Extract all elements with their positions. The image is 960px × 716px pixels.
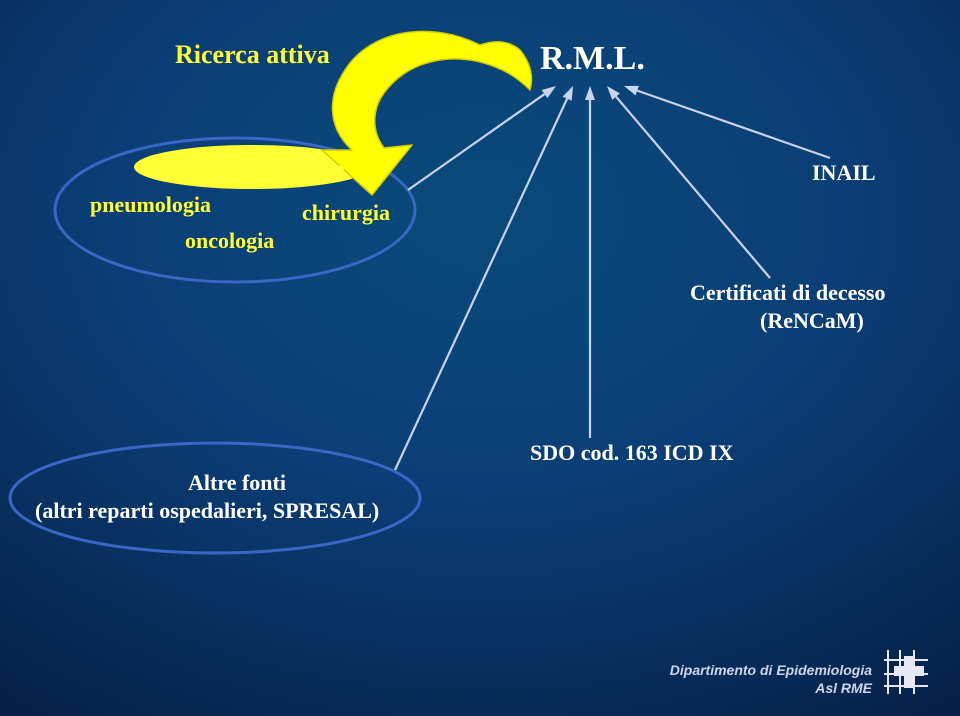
label-altre1: Altre fonti: [188, 470, 286, 496]
arrow-line-from-inail: [637, 91, 830, 158]
label-chirurgia: chirurgia: [302, 200, 390, 226]
label-inail: INAIL: [812, 160, 876, 186]
label-sdo: SDO cod. 163 ICD IX: [530, 440, 734, 466]
curved-arrow: [322, 31, 532, 195]
footer-logo: Dipartimento di Epidemiologia Asl RME: [652, 646, 942, 706]
footer-line2: Asl RME: [815, 680, 872, 696]
label-cert1: Certificati di decesso: [690, 280, 886, 306]
arrow-head-from-altre-fonti: [563, 86, 573, 101]
label-rml: R.M.L.: [540, 40, 645, 78]
footer-mark-icon: [880, 646, 932, 698]
label-anatomia: Anatomia patologica: [150, 156, 345, 182]
diagram-svg: [0, 0, 960, 716]
label-oncologia: oncologia: [185, 228, 274, 254]
label-altre2: (altri reparti ospedalieri, SPRESAL): [35, 498, 379, 524]
arrow-line-from-altre-fonti: [395, 99, 567, 470]
label-pneumologia: pneumologia: [90, 192, 211, 218]
footer-line1: Dipartimento di Epidemiologia: [670, 662, 872, 678]
arrow-line-from-certificati: [616, 97, 770, 278]
label-ricerca_attiva: Ricerca attiva: [175, 40, 330, 70]
label-cert2: (ReNCaM): [760, 308, 864, 334]
arrow-head-from-sdo: [585, 86, 595, 100]
arrow-head-from-departments-ellipse: [542, 86, 556, 98]
arrow-line-from-departments-ellipse: [408, 94, 545, 190]
arrow-head-from-inail: [624, 86, 639, 95]
